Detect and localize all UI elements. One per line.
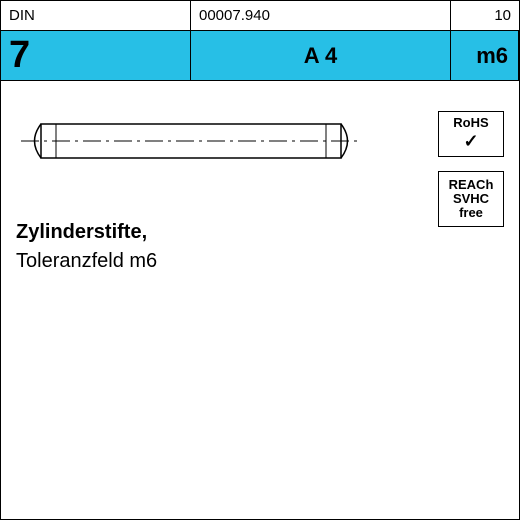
header-standard: DIN bbox=[1, 1, 191, 30]
rohs-badge: RoHS ✓ bbox=[438, 111, 504, 157]
description: Zylinderstifte, Toleranzfeld m6 bbox=[16, 221, 504, 273]
din-number: 7 bbox=[1, 31, 191, 80]
pin-svg bbox=[16, 111, 366, 171]
check-icon: ✓ bbox=[463, 132, 478, 152]
header-code: 00007.940 bbox=[191, 1, 451, 30]
rohs-label: RoHS bbox=[453, 116, 488, 130]
reach-badge: REACh SVHC free bbox=[438, 171, 504, 227]
header-row: DIN 00007.940 10 bbox=[1, 1, 519, 31]
reach-l2: SVHC bbox=[453, 192, 489, 206]
reach-l1: REACh bbox=[449, 178, 494, 192]
desc-title: Zylinderstifte, bbox=[16, 221, 504, 244]
tolerance: m6 bbox=[451, 31, 519, 80]
spec-card: DIN 00007.940 10 7 A 4 m6 bbox=[0, 0, 520, 520]
pin-drawing bbox=[16, 111, 366, 171]
header-right: 10 bbox=[451, 1, 519, 30]
reach-l3: free bbox=[459, 206, 483, 220]
spec-row: 7 A 4 m6 bbox=[1, 31, 519, 81]
desc-subtitle: Toleranzfeld m6 bbox=[16, 250, 504, 273]
material: A 4 bbox=[191, 31, 451, 80]
